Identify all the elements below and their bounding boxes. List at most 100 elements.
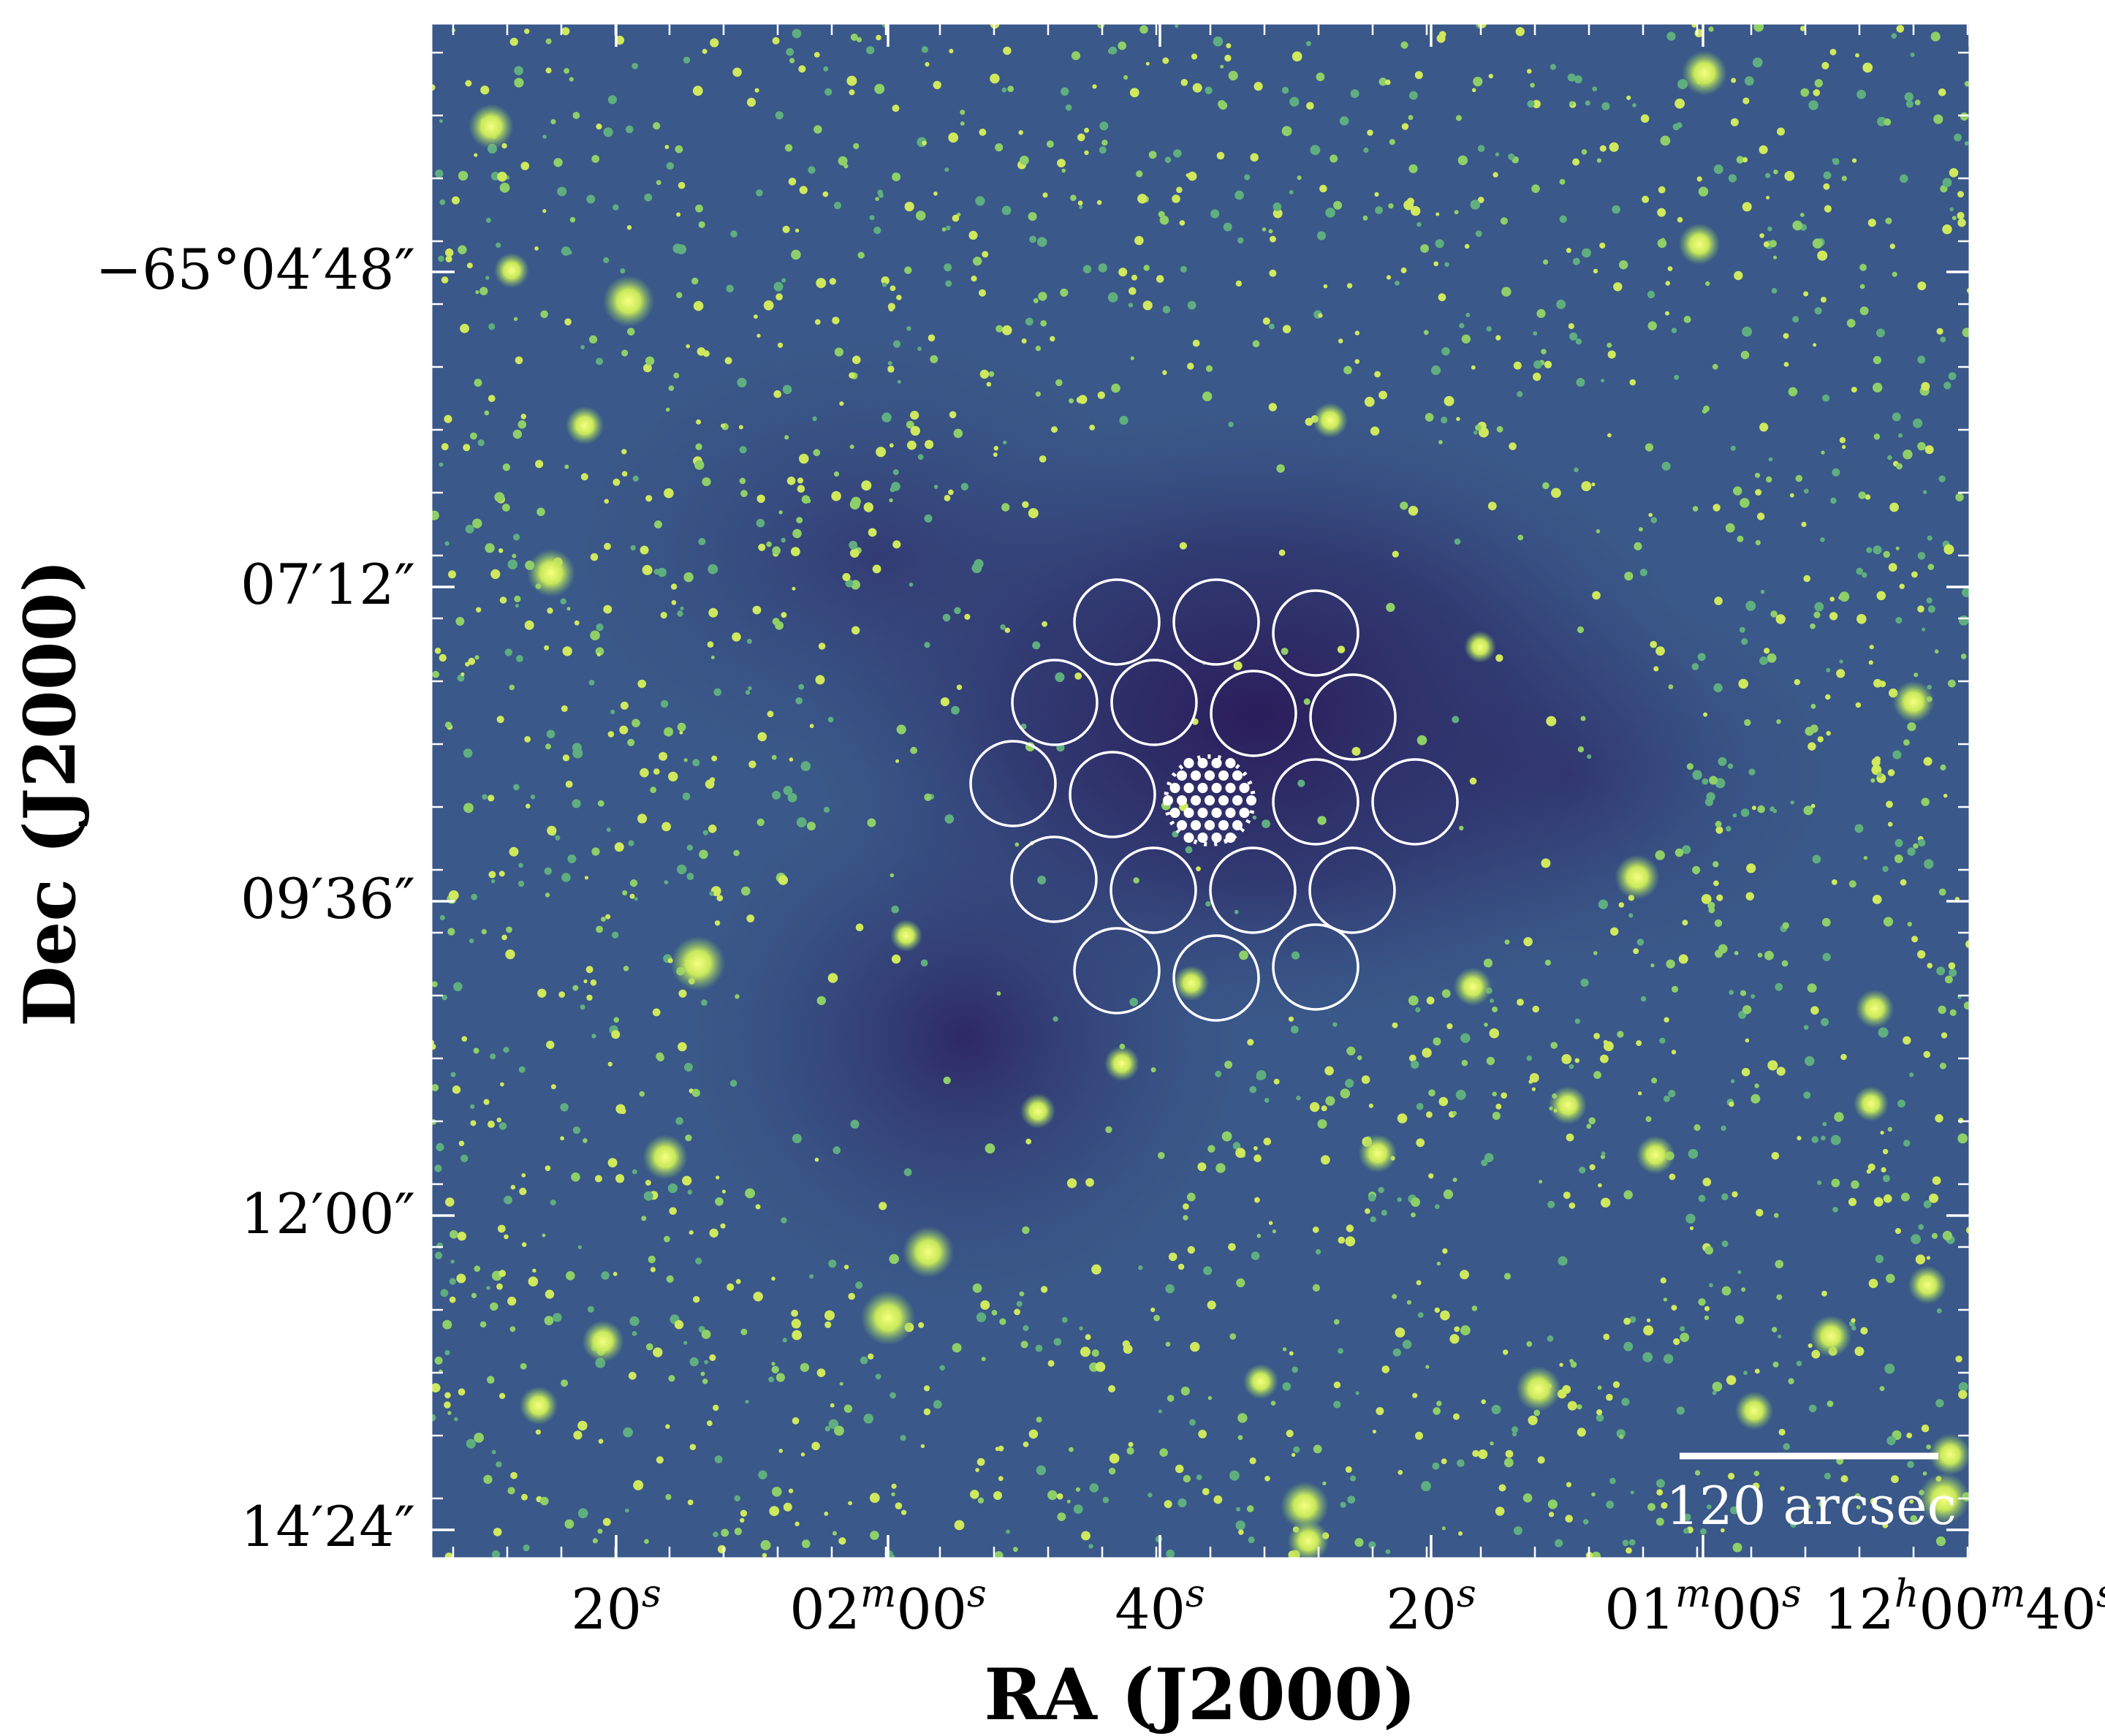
star: [975, 1468, 979, 1472]
star: [1617, 1031, 1624, 1038]
star: [740, 1509, 748, 1517]
star: [1085, 1334, 1091, 1341]
star: [1795, 474, 1803, 482]
star: [1007, 86, 1014, 92]
star: [1019, 1291, 1025, 1297]
star: [1910, 1515, 1918, 1523]
bright-star: [1020, 1093, 1056, 1129]
star: [577, 1245, 583, 1250]
star: [887, 360, 892, 365]
star: [1183, 1203, 1189, 1210]
star: [1803, 575, 1810, 583]
star: [1408, 1054, 1416, 1062]
bright-star: [1243, 1363, 1279, 1400]
star: [890, 873, 895, 878]
star: [1923, 1200, 1932, 1208]
star: [775, 621, 784, 630]
star: [1052, 1016, 1058, 1022]
star: [714, 1455, 723, 1463]
star: [1183, 1474, 1191, 1483]
star: [708, 564, 718, 575]
star: [944, 814, 955, 824]
star: [1183, 1215, 1188, 1221]
star: [949, 48, 954, 53]
star: [1310, 1102, 1320, 1113]
star: [797, 485, 805, 493]
star: [1856, 567, 1864, 575]
star: [1454, 210, 1459, 215]
star: [1887, 769, 1895, 776]
star: [813, 125, 822, 134]
star: [621, 471, 628, 477]
star: [1559, 215, 1567, 223]
star: [1870, 1498, 1878, 1505]
star: [1055, 379, 1063, 387]
fiber-dot: [1211, 808, 1222, 818]
star: [1397, 1197, 1402, 1202]
bright-star: [1853, 1085, 1889, 1122]
star: [1037, 876, 1047, 884]
star: [1512, 1431, 1517, 1437]
star: [698, 221, 705, 228]
star: [653, 1347, 663, 1357]
star: [1416, 735, 1427, 746]
star: [565, 781, 573, 788]
star: [1073, 1504, 1083, 1515]
star: [521, 1242, 527, 1247]
star: [1282, 1347, 1287, 1352]
star: [1936, 327, 1943, 335]
star: [1449, 1334, 1460, 1344]
star: [1772, 1361, 1779, 1368]
star: [1539, 1180, 1543, 1184]
star: [1159, 215, 1169, 225]
star: [1250, 153, 1259, 162]
star: [1796, 1360, 1802, 1367]
star: [1264, 1098, 1270, 1103]
star: [1028, 508, 1039, 519]
star: [1623, 1341, 1634, 1352]
star: [1441, 417, 1448, 424]
star: [1544, 360, 1552, 368]
star: [1730, 445, 1736, 451]
star: [1936, 966, 1946, 976]
star: [1891, 1475, 1899, 1483]
star: [1322, 1481, 1327, 1486]
star: [1185, 846, 1193, 854]
star: [1907, 922, 1912, 927]
star: [1773, 1213, 1779, 1218]
star: [1663, 1354, 1674, 1364]
star: [676, 212, 681, 217]
star: [1831, 1178, 1840, 1188]
star: [434, 1164, 442, 1172]
star: [1873, 356, 1881, 365]
star: [1896, 463, 1903, 470]
star: [786, 48, 794, 56]
star: [1824, 1472, 1831, 1479]
star: [1911, 571, 1918, 578]
star: [564, 464, 569, 469]
star: [1423, 330, 1429, 336]
star: [827, 716, 834, 723]
star: [1119, 415, 1129, 425]
star: [1600, 1054, 1609, 1064]
star: [1569, 1359, 1574, 1363]
x-tick-label-6: 12h00m40s: [1824, 1572, 2105, 1642]
x-tick-label-3: 40s: [1115, 1572, 1205, 1642]
star: [1917, 838, 1926, 847]
star: [1742, 202, 1752, 212]
star: [1173, 149, 1182, 158]
star: [788, 1488, 794, 1493]
star: [1591, 1551, 1601, 1558]
star: [708, 607, 718, 618]
star: [503, 1047, 509, 1053]
star: [1757, 805, 1765, 814]
star: [444, 1553, 453, 1558]
star: [435, 1251, 443, 1259]
star: [1256, 1234, 1262, 1238]
star: [1129, 88, 1139, 98]
star: [1740, 990, 1747, 996]
star: [1935, 1114, 1943, 1123]
star: [1851, 1325, 1856, 1331]
star: [1316, 231, 1327, 240]
star: [1607, 350, 1616, 359]
